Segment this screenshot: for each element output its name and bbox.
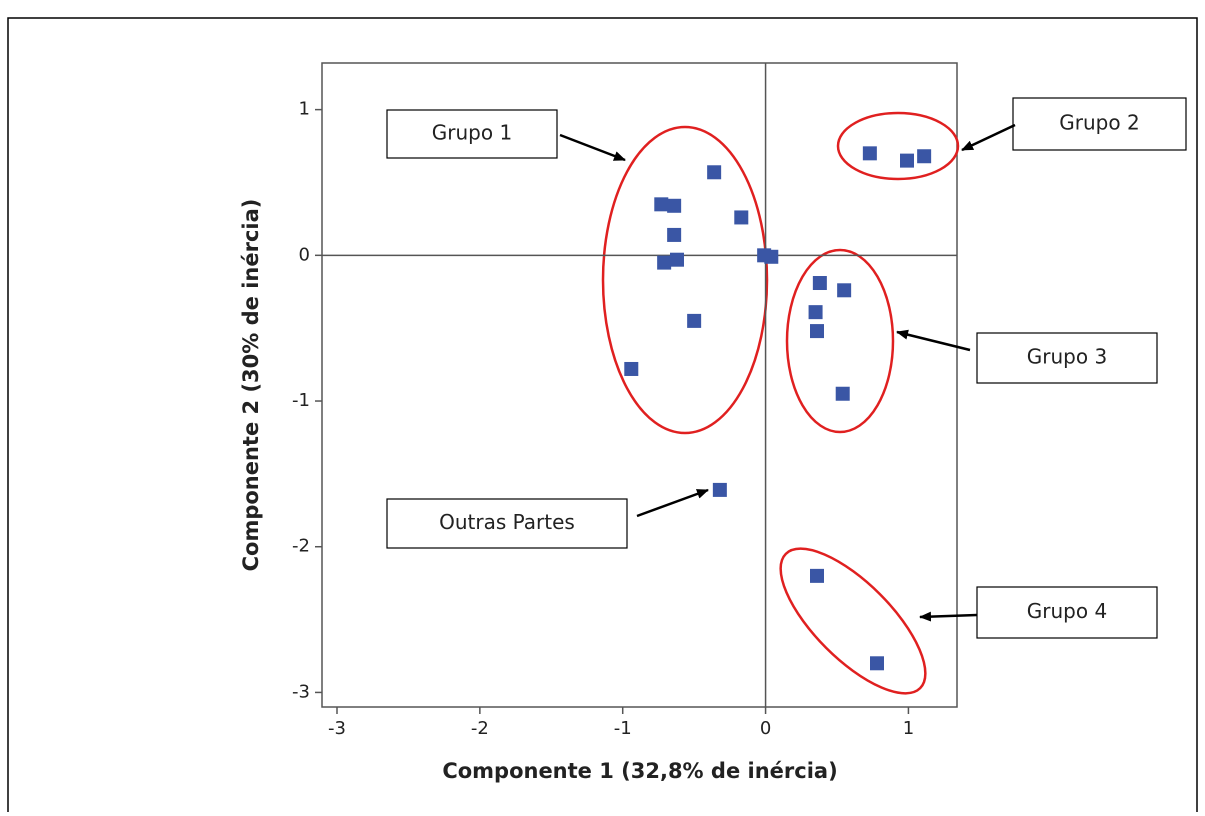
annotation: Outras Partes (439, 510, 575, 534)
point (670, 252, 684, 267)
point (837, 283, 852, 298)
y-tick-label: -1 (292, 390, 310, 411)
x-tick-label: 0 (760, 718, 771, 739)
point (917, 149, 932, 164)
annotation: Grupo 1 (432, 121, 512, 145)
x-tick-label: -3 (328, 718, 346, 739)
annotation: Grupo 4 (1027, 599, 1107, 623)
group-ellipse (785, 248, 895, 434)
point (667, 227, 682, 242)
point (835, 386, 850, 401)
x-tick-label: -1 (614, 718, 632, 739)
point (712, 482, 727, 497)
y-tick-label: 0 (299, 244, 310, 265)
point (667, 198, 682, 213)
point (810, 324, 824, 339)
x-tick-label: 1 (903, 718, 914, 739)
point (862, 146, 877, 161)
y-tick-label: -2 (292, 536, 310, 557)
point (654, 197, 669, 212)
annotation-box (976, 332, 1158, 384)
point (687, 313, 702, 328)
group-ellipse (779, 547, 927, 695)
point (812, 276, 827, 291)
point (657, 255, 672, 270)
point (808, 305, 823, 320)
point (764, 249, 779, 264)
point (870, 656, 884, 671)
y-tick-label: -3 (292, 681, 310, 702)
annotation-box (386, 109, 558, 159)
annotation-box (1012, 97, 1187, 151)
frame (7, 17, 1198, 816)
point (810, 568, 824, 583)
annotation-box (976, 586, 1158, 639)
annotation-arrow (896, 329, 971, 352)
annotation: Grupo 3 (1027, 345, 1107, 369)
group-ellipse (836, 111, 960, 181)
annotation-arrow (559, 133, 626, 162)
annotation-arrow (961, 123, 1016, 152)
y-axis-label: Componente 2 (30% de inércia) (239, 199, 263, 572)
y-tick-label: 1 (299, 99, 310, 120)
x-axis-label: Componente 1 (32,8% de inércia) (442, 759, 837, 783)
annotation: Grupo 2 (1059, 111, 1139, 135)
x-tick-label: -2 (471, 718, 489, 739)
annotation-arrow (919, 611, 978, 622)
group-ellipse (601, 125, 769, 435)
annotation-arrow (636, 488, 709, 518)
point (624, 361, 639, 376)
point (707, 165, 722, 180)
point (734, 210, 749, 225)
point (900, 153, 914, 168)
plot-area (321, 62, 958, 708)
annotation-box (386, 498, 628, 549)
